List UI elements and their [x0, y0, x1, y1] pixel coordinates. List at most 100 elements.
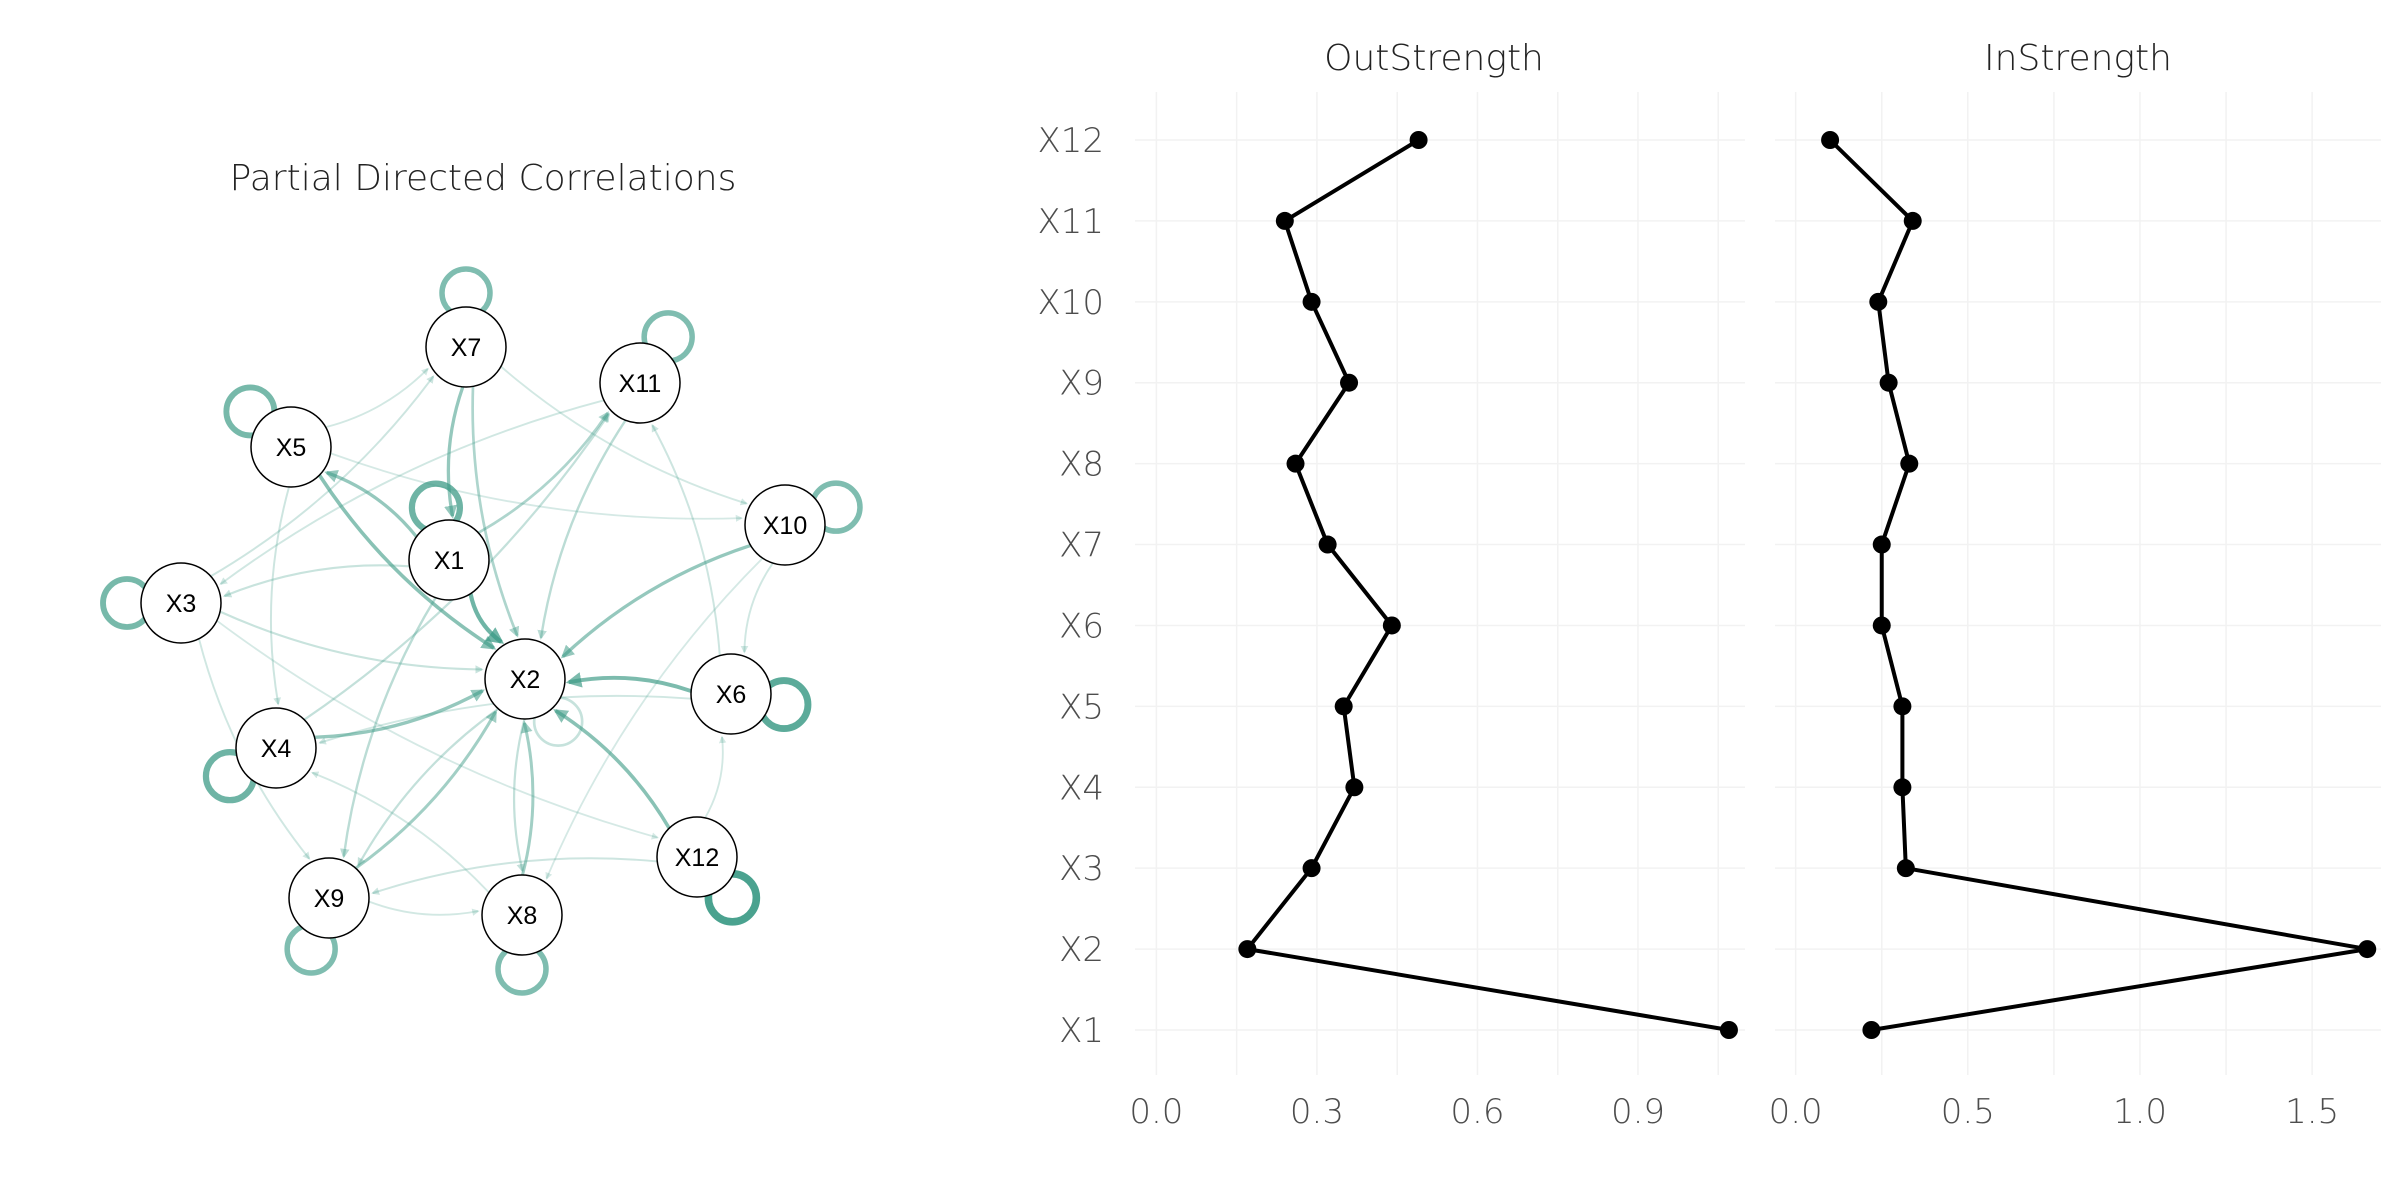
- node-x5: [250, 406, 332, 488]
- edge-x3-to-x2: [219, 610, 484, 674]
- outstrength-x-tick-label: 0.9: [1611, 1092, 1665, 1132]
- outstrength-panel: OutStrength X1X2X3X4X5X6X7X8X9X10X11X12 …: [1037, 38, 1745, 1132]
- edge-x4-to-x2: [314, 689, 485, 739]
- outstrength-grid: [1135, 92, 1745, 1075]
- outstrength-point: [1302, 859, 1321, 878]
- edge-x7-to-x1: [444, 386, 465, 519]
- instrength-point: [1872, 616, 1891, 635]
- edge-x2-to-x9: [357, 707, 499, 867]
- edge-x9-to-x2: [354, 709, 497, 870]
- outstrength-point: [1275, 211, 1294, 230]
- node-label-x6: X6: [716, 681, 747, 709]
- instrength-point: [1869, 292, 1888, 311]
- node-label-x2: X2: [510, 666, 541, 694]
- instrength-x-tick-labels: 0.0 0.5 1.0 1.5: [1769, 1092, 2340, 1132]
- node-x1: [408, 519, 490, 601]
- instrength-x-tick-label: 0.5: [1941, 1092, 1995, 1132]
- node-x6: [690, 653, 772, 735]
- edge-x10-to-x8: [545, 557, 764, 880]
- outstrength-y-tick-label: X5: [1059, 687, 1104, 727]
- node-label-x1: X1: [434, 547, 465, 575]
- edge-x3-to-x12: [216, 619, 659, 840]
- instrength-point: [2358, 940, 2377, 959]
- edge-x11-to-x3: [219, 399, 605, 585]
- instrength-point: [1893, 778, 1912, 797]
- outstrength-point: [1409, 131, 1428, 149]
- edge-x10-to-x2: [560, 543, 752, 659]
- edge-x9-to-x8: [368, 900, 480, 916]
- node-x3: [140, 562, 222, 644]
- node-label-x8: X8: [507, 902, 538, 930]
- edge-x5-to-x4: [269, 486, 290, 706]
- outstrength-point: [1318, 535, 1337, 554]
- node-x2: [484, 638, 566, 720]
- outstrength-y-tick-label: X1: [1059, 1011, 1104, 1051]
- instrength-x-tick-label: 1.5: [2285, 1092, 2339, 1132]
- outstrength-y-tick-label: X6: [1059, 606, 1104, 646]
- network-panel: Partial Directed Correlations X1 X2 X3 X4 X5…: [100, 158, 863, 996]
- outstrength-point: [1382, 616, 1401, 635]
- instrength-point: [1821, 131, 1840, 149]
- edge-x1-to-x2: [468, 593, 505, 644]
- outstrength-y-tick-labels: X1 X2 X3 X4 X5 X6 X7 X8 X9 X10 X11 X12: [1037, 121, 1104, 1051]
- edge-x1-to-x3: [222, 564, 410, 598]
- instrength-point: [1893, 697, 1912, 716]
- edge-x1-to-x11: [477, 411, 609, 534]
- instrength-line: [1828, 138, 2370, 1032]
- outstrength-y-tick-label: X3: [1059, 849, 1104, 889]
- node-label-x7: X7: [451, 334, 482, 362]
- edge-x5-to-x10: [330, 452, 743, 522]
- edge-x3-to-x7: [210, 375, 435, 578]
- node-label-x12: X12: [675, 844, 719, 872]
- instrength-point: [1896, 859, 1915, 878]
- node-label-x9: X9: [314, 885, 345, 913]
- edge-x10-to-x6: [740, 562, 774, 654]
- instrength-x-tick-label: 0.0: [1769, 1092, 1823, 1132]
- outstrength-x-tick-label: 0.0: [1129, 1092, 1183, 1132]
- outstrength-y-tick-label: X8: [1059, 445, 1104, 485]
- edge-x6-to-x11: [651, 423, 721, 656]
- outstrength-point: [1238, 940, 1257, 959]
- outstrength-y-tick-label: X12: [1037, 121, 1104, 161]
- outstrength-point: [1286, 454, 1305, 473]
- node-x7: [425, 306, 507, 388]
- instrength-point: [1862, 1021, 1881, 1039]
- edge-x8-to-x4: [311, 771, 490, 894]
- instrength-point: [1903, 211, 1922, 230]
- outstrength-title: OutStrength: [1324, 38, 1544, 79]
- node-x9: [288, 857, 370, 939]
- node-label-x11: X11: [619, 370, 662, 398]
- node-x4: [235, 707, 317, 789]
- edge-x1-to-x5: [324, 469, 418, 538]
- outstrength-series: [1238, 131, 1738, 1039]
- outstrength-y-tick-label: X2: [1059, 930, 1104, 970]
- node-label-x3: X3: [166, 590, 197, 618]
- outstrength-point: [1345, 778, 1364, 797]
- outstrength-line: [1245, 138, 1730, 1032]
- instrength-point: [1900, 454, 1919, 473]
- edge-x7-to-x10: [500, 365, 748, 506]
- edge-x6-to-x2: [565, 672, 692, 693]
- node-label-x5: X5: [276, 434, 307, 462]
- node-x8: [481, 874, 563, 956]
- instrength-series: [1821, 131, 2377, 1039]
- instrength-title: InStrength: [1984, 38, 2172, 79]
- edge-x5-to-x7: [325, 367, 429, 429]
- outstrength-point: [1340, 373, 1359, 392]
- outstrength-x-tick-label: 0.6: [1450, 1092, 1504, 1132]
- instrength-x-tick-label: 1.0: [2113, 1092, 2167, 1132]
- edge-x1-to-x9: [340, 597, 437, 859]
- node-x11: [599, 342, 681, 424]
- network-title: Partial Directed Correlations: [230, 158, 737, 199]
- edge-x2-to-x8: [512, 718, 526, 873]
- outstrength-y-tick-label: X11: [1037, 202, 1104, 242]
- outstrength-point: [1302, 292, 1321, 311]
- outstrength-point: [1334, 697, 1353, 716]
- edge-x12-to-x9: [371, 857, 658, 895]
- node-x10: [744, 484, 826, 566]
- edge-x5-to-x2: [317, 474, 497, 650]
- outstrength-y-tick-label: X9: [1059, 364, 1104, 404]
- outstrength-y-tick-label: X4: [1059, 768, 1104, 808]
- edge-x12-to-x2: [553, 709, 671, 830]
